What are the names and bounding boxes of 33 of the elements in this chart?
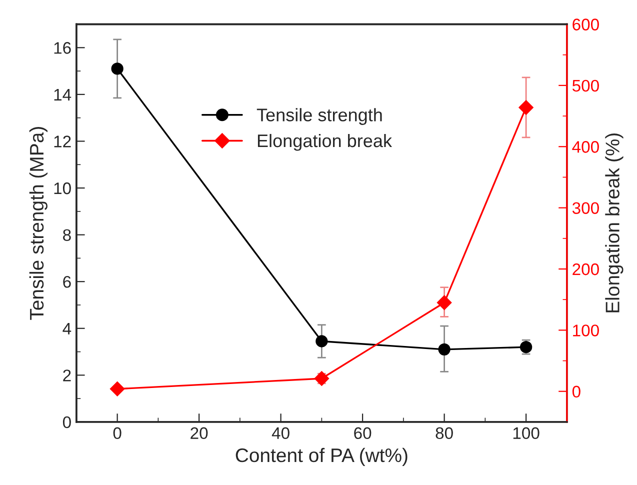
y2-tick-label: 300 (572, 202, 599, 214)
y2-tick-label: 0 (572, 386, 580, 398)
x-axis-title: Content of PA (wt%) (236, 448, 408, 466)
y-axis-title: Tensile strength (MPa) (29, 127, 48, 320)
x-tick-label: 80 (436, 427, 453, 440)
point (518, 100, 534, 115)
y-tick-label: 12 (54, 136, 71, 148)
y2-axis-title: Elongation break (%) (605, 134, 624, 312)
y-tick-label: 4 (62, 322, 72, 334)
y-tick-label: 16 (54, 42, 71, 54)
point (110, 382, 125, 396)
y-tick-label: 6 (63, 276, 71, 288)
x-tick-label: 0 (113, 427, 122, 440)
x-tick-label: 100 (513, 427, 540, 440)
point (436, 295, 452, 310)
point (111, 62, 124, 75)
y2-tick-label: 500 (572, 80, 599, 92)
y-tick-label: 14 (54, 89, 72, 100)
point (316, 335, 328, 348)
point (438, 343, 450, 356)
y-tick-label: 10 (54, 182, 71, 194)
y-tick-label: 0 (62, 416, 71, 428)
legend-label: Tensile strength (256, 108, 382, 125)
y2-tick-label: 100 (573, 324, 599, 336)
y-tick-label: 8 (63, 229, 71, 241)
y2-tick-label: 600 (572, 18, 599, 30)
y-tick-label: 2 (63, 370, 71, 382)
x-tick-label: 40 (272, 427, 290, 440)
legend-label: Elongation break (258, 134, 392, 151)
y2-tick-label: 200 (572, 263, 599, 276)
x-tick-label: 20 (190, 427, 208, 440)
y2-tick-label: 400 (572, 141, 599, 153)
x-tick-label: 60 (354, 427, 372, 440)
